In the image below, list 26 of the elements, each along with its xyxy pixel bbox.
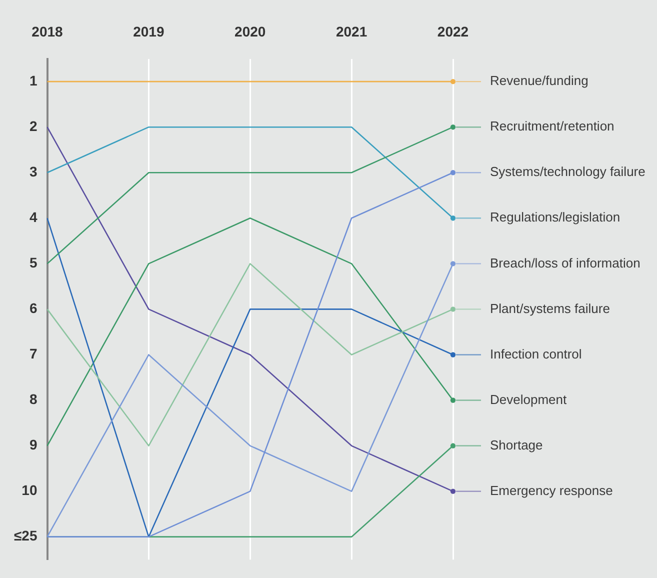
legend-label: Infection control (490, 346, 582, 362)
y-tick-label: 7 (29, 346, 38, 362)
legend-label: Breach/loss of information (490, 255, 640, 270)
y-tick-label: 1 (29, 72, 38, 88)
y-tick-label: 5 (29, 254, 38, 271)
x-tick-label: 2018 (32, 23, 64, 40)
legend-label: Revenue/funding (490, 73, 588, 88)
x-tick-label: 2022 (437, 23, 469, 40)
x-tick-label: 2020 (234, 23, 266, 40)
legend-label: Emergency response (490, 482, 613, 498)
x-tick-label: 2019 (133, 23, 164, 40)
y-tick-label: 2 (29, 118, 38, 134)
y-tick-label: 6 (29, 300, 38, 316)
y-tick-label: 9 (29, 436, 38, 453)
y-tick-label: 8 (29, 391, 38, 408)
legend-label: Shortage (490, 437, 543, 452)
y-tick-label: 10 (22, 482, 38, 498)
y-tick-label: 3 (29, 163, 38, 180)
legend-label: Plant/systems failure (490, 300, 610, 316)
legend-label: Systems/technology failure (490, 164, 646, 180)
legend-label: Recruitment/retention (490, 118, 614, 134)
legend-label: Development (490, 392, 567, 407)
y-tick-label: ≤25 (14, 528, 38, 544)
y-tick-label: 4 (29, 209, 38, 226)
legend-label: Regulations/legislation (490, 210, 620, 225)
x-tick-label: 2021 (336, 23, 368, 40)
